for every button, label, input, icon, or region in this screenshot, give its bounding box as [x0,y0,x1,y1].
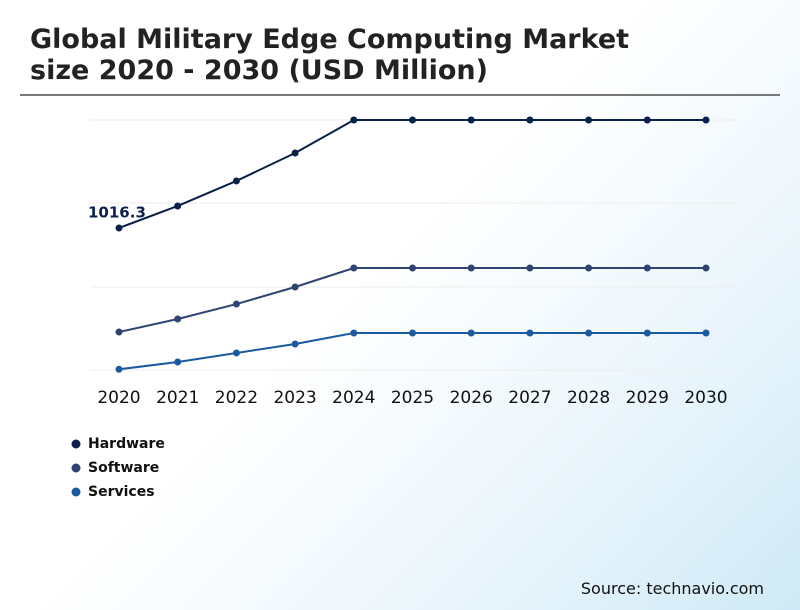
legend-label: Software [88,460,159,476]
series-line [118,119,706,229]
data-point [115,365,123,373]
data-point [291,149,299,157]
data-label: 1016.3 [88,204,146,222]
title-rule [20,94,780,96]
data-point [467,329,475,337]
data-point [115,328,123,336]
x-tick-label: 2027 [508,388,551,408]
x-tick-label: 2029 [626,388,669,408]
series-line [118,267,706,333]
data-point [174,202,182,210]
data-point [702,264,710,272]
data-point [350,116,358,124]
data-point [291,283,299,291]
data-point [585,264,593,272]
data-point [585,329,593,337]
x-tick-label: 2028 [567,388,610,408]
data-point [232,349,240,357]
data-point [526,264,534,272]
legend-marker [71,487,81,497]
data-point [585,116,593,124]
data-point [115,224,123,232]
data-point [232,300,240,308]
series-line [118,331,706,371]
data-point [174,315,182,323]
data-point [409,329,416,337]
data-point [350,329,358,337]
x-tick-label: 2030 [684,388,727,408]
legend-label: Services [88,484,155,500]
data-point [232,177,240,185]
x-tick-label: 2024 [332,388,375,408]
x-tick-label: 2025 [391,388,434,408]
data-point [526,116,534,124]
data-point [409,116,416,124]
data-point [643,329,651,337]
data-point [526,329,534,337]
data-point [409,264,416,272]
data-point [467,264,475,272]
legend-marker [71,439,81,449]
data-point [643,116,651,124]
x-tick-label: 2023 [273,388,316,408]
data-point [467,116,475,124]
x-tick-label: 2020 [97,388,140,408]
x-tick-label: 2022 [215,388,258,408]
data-point [643,264,651,272]
data-point [174,358,182,366]
data-point [702,116,710,124]
data-point [350,264,358,272]
source: Source: technavio.com [580,579,764,598]
legend-marker [71,463,81,473]
chart-title: Global Military Edge Computing Market si… [30,24,630,86]
data-point [291,340,299,348]
data-point [702,329,710,337]
x-tick-label: 2026 [450,388,493,408]
legend-label: Hardware [88,436,165,452]
x-tick-label: 2021 [156,388,199,408]
